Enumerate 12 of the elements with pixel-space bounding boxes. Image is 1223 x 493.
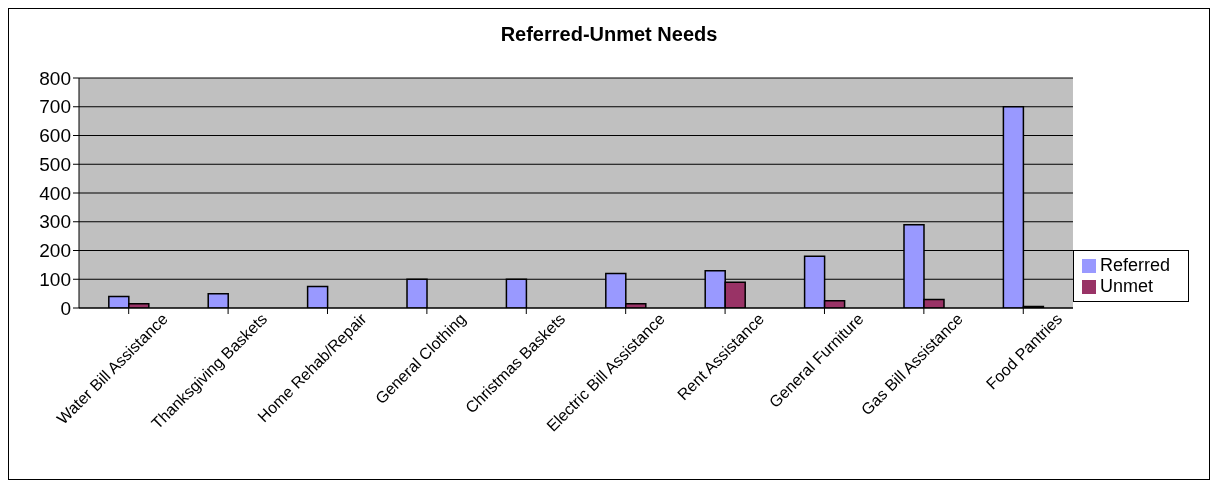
y-tick-label: 400 [39, 182, 71, 204]
chart-title: Referred-Unmet Needs [499, 22, 719, 47]
y-tick-label: 0 [60, 297, 71, 319]
y-tick-label: 600 [39, 125, 71, 147]
y-tick-label: 100 [39, 268, 71, 290]
y-tick-label: 200 [39, 240, 71, 262]
y-tick-label: 500 [39, 153, 71, 175]
legend-label: Referred [1099, 254, 1170, 275]
y-tick-label: 800 [39, 67, 71, 89]
y-tick-label: 300 [39, 211, 71, 233]
y-tick-label: 700 [39, 96, 71, 118]
legend-label: Unmet [1099, 275, 1153, 296]
